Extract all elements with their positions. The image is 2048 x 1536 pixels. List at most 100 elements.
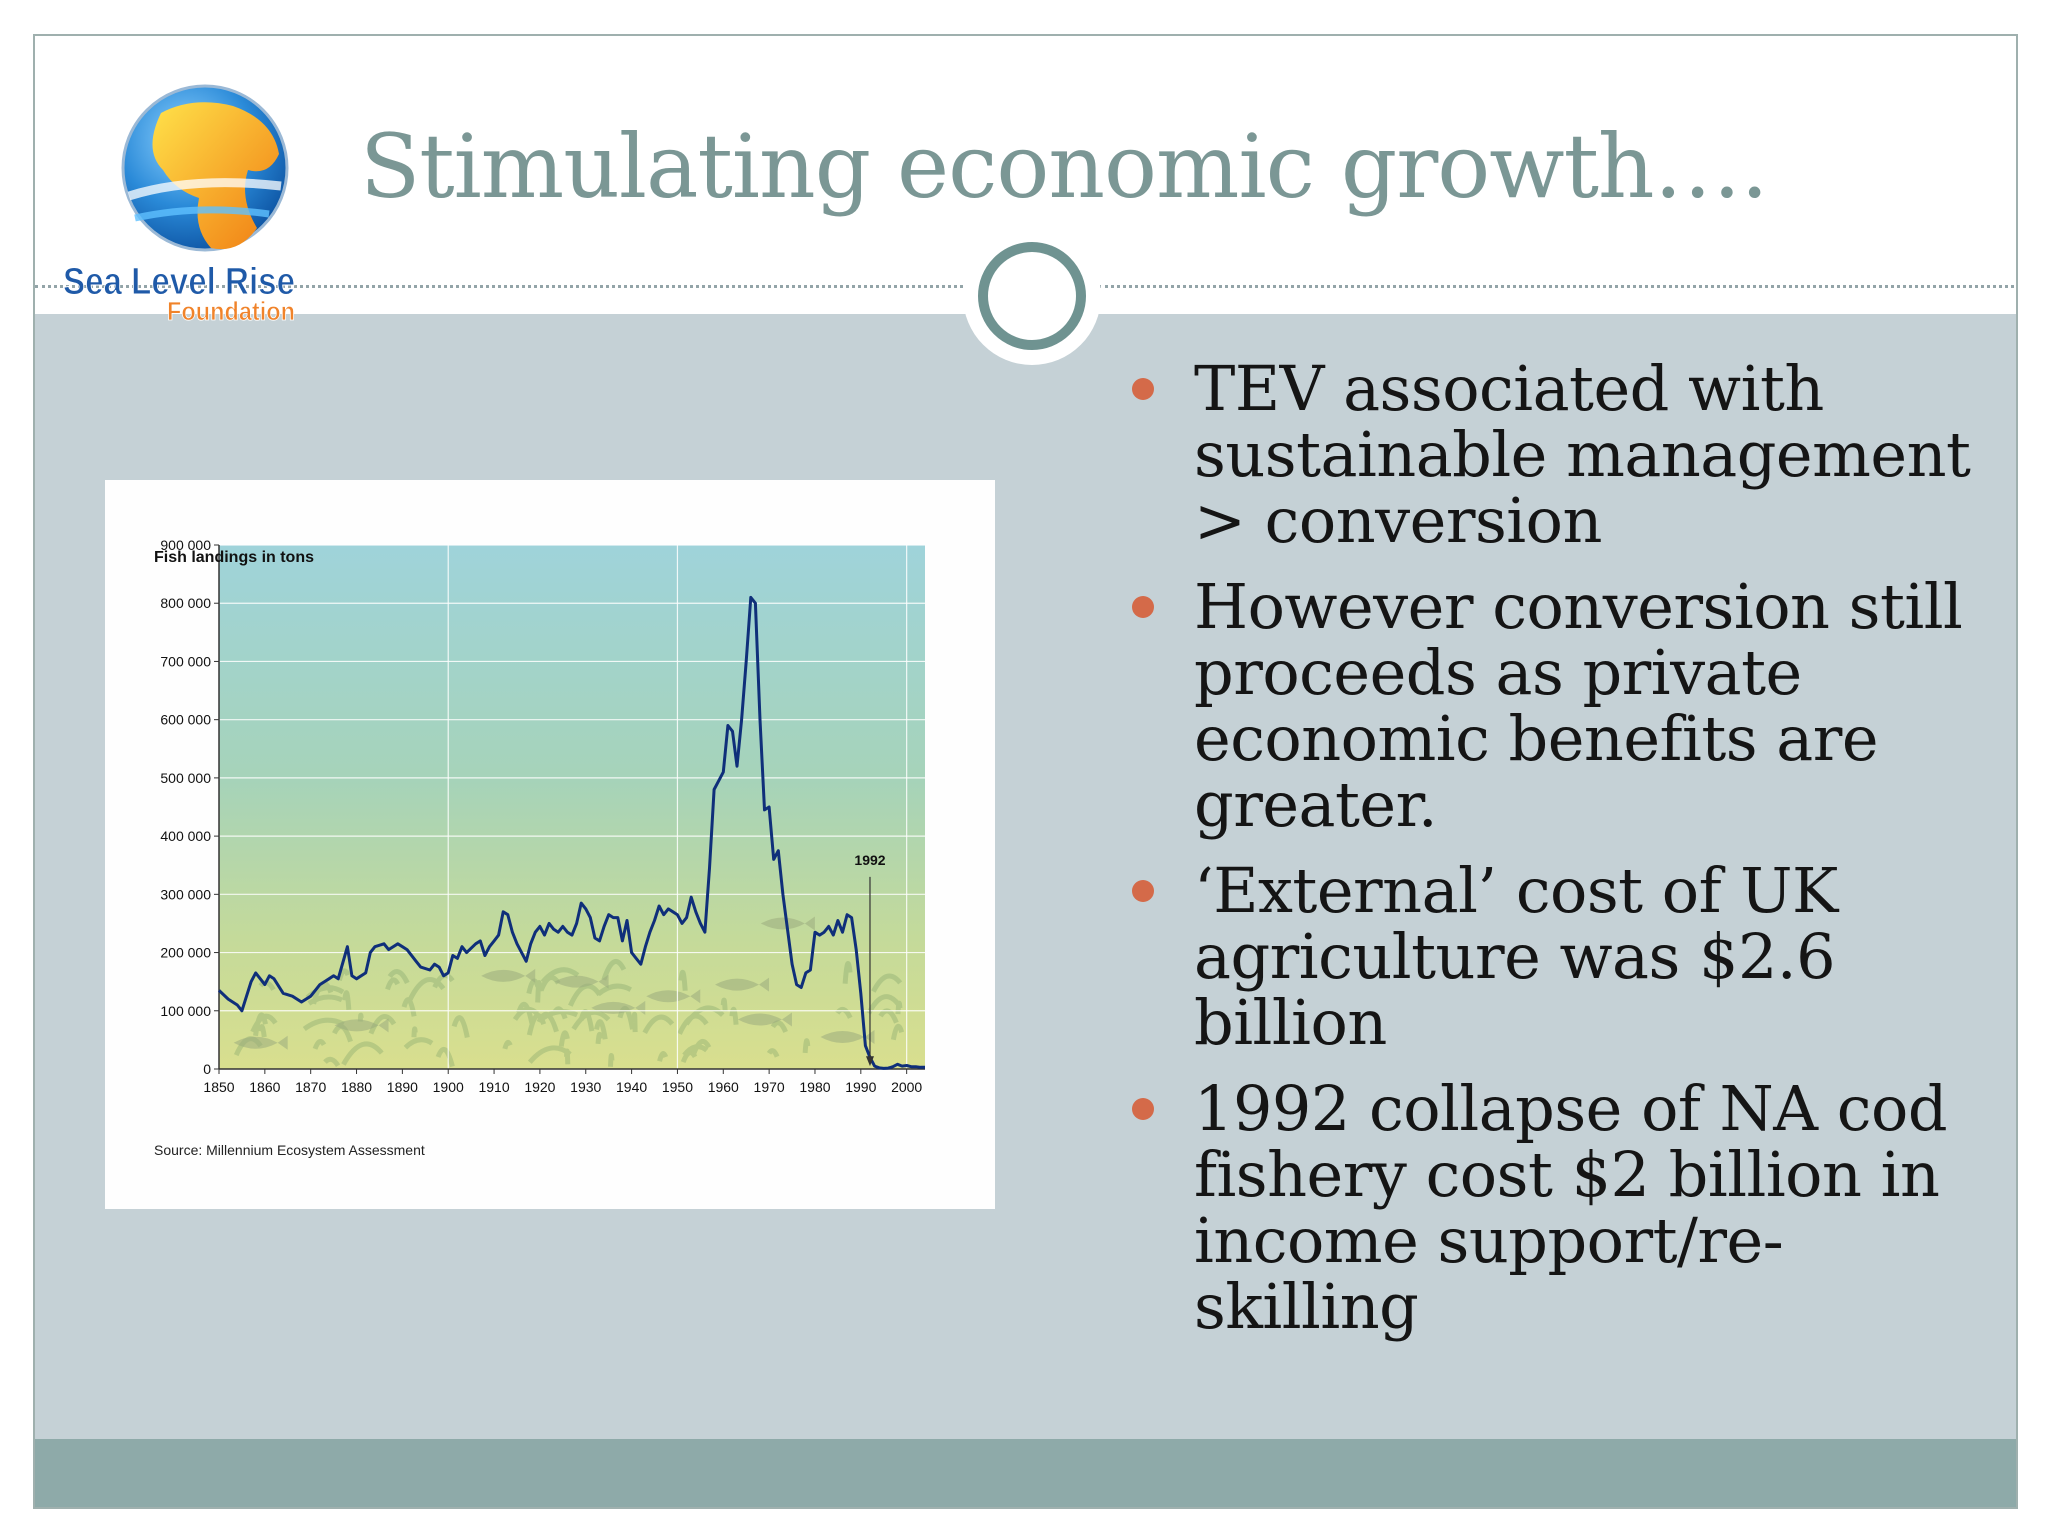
seaweed-stroke <box>871 973 903 993</box>
seaweed-stroke <box>631 1011 638 1033</box>
seaweed-stroke <box>342 990 352 1010</box>
seaweed-stroke <box>253 1012 268 1037</box>
seaweed-stroke <box>307 994 343 1006</box>
chart-card: 0 100 000 200 000 300 000 400 000 500 000 600 … <box>105 480 995 1209</box>
seaweed-stroke <box>512 1006 540 1021</box>
chart-source: Source: Millennium Ecosystem Assessment <box>154 1142 425 1158</box>
seaweed-stroke <box>593 1019 608 1040</box>
seaweed-stroke <box>770 1020 788 1033</box>
seaweed-stroke <box>535 980 543 1003</box>
x-tick-label: 1890 <box>387 1079 418 1095</box>
grid <box>219 544 925 1069</box>
x-tick-label: 1960 <box>708 1079 739 1095</box>
seaweed-stroke <box>571 1009 611 1031</box>
fish-shape <box>646 989 701 1004</box>
bullet-text: ‘External’ cost of UK agriculture was $2… <box>1194 854 1838 1059</box>
y-tick-label: 200 000 <box>160 945 211 961</box>
bullet-item: 1992 collapse of NA cod fishery cost $2 … <box>1090 1076 1990 1340</box>
seaweed-stroke <box>257 1024 267 1038</box>
x-tick-label: 1980 <box>799 1079 830 1095</box>
seaweed-stroke <box>250 1013 278 1033</box>
chart-title: Fish landings in tons <box>154 549 314 566</box>
x-tick-label: 1850 <box>203 1079 234 1095</box>
logo-line1: Sea Level Rise <box>63 261 295 303</box>
bullet-dot <box>1132 880 1154 902</box>
seaweed-stroke <box>595 1031 604 1045</box>
seaweed-stroke <box>684 1005 725 1026</box>
fish-shape <box>737 1012 792 1027</box>
x-tick-label: 1910 <box>478 1079 509 1095</box>
seaweed-stroke <box>403 1037 434 1050</box>
seaweed-stroke <box>411 1026 418 1038</box>
seaweed-stroke <box>536 1011 559 1033</box>
fish-shape <box>820 1029 875 1044</box>
bullet-dot <box>1132 1098 1154 1120</box>
logo: Sea Level Rise Foundation <box>63 84 296 326</box>
x-tick-label: 1860 <box>249 1079 280 1095</box>
seaweed-stroke <box>657 1051 669 1062</box>
seaweed-stroke <box>527 1045 572 1064</box>
seaweed-stroke <box>766 1048 780 1058</box>
seaweed-stroke <box>368 1014 397 1035</box>
axes <box>218 545 925 1070</box>
bullet-text: However conversion still proceeds as pri… <box>1194 570 1963 841</box>
x-tick-label: 1940 <box>616 1079 647 1095</box>
seaweed-stroke <box>802 1038 811 1054</box>
x-tick-label: 1990 <box>845 1079 876 1095</box>
seaweed-stroke <box>540 967 580 984</box>
seaweed-stroke <box>642 1014 675 1035</box>
y-tick-label: 300 000 <box>160 886 211 902</box>
bullet-item: However conversion still proceeds as pri… <box>1090 574 1990 838</box>
annotation-label: 1992 <box>854 852 885 868</box>
series-group <box>217 595 925 1070</box>
seaweed-stroke <box>385 977 400 991</box>
seaweed-stroke <box>680 1050 698 1064</box>
bullet-dot <box>1132 378 1154 400</box>
header-divider-right <box>1098 285 2016 288</box>
seaweed-stroke <box>578 1009 595 1032</box>
header-divider-left <box>35 285 970 288</box>
x-tick-label: 1870 <box>295 1079 326 1095</box>
seaweed-stroke <box>842 961 853 984</box>
bullet-dot <box>1132 596 1154 618</box>
x-tick-label: 1880 <box>341 1079 372 1095</box>
x-tick-label: 1920 <box>524 1079 555 1095</box>
seaweed-stroke <box>502 1039 513 1050</box>
seaweed-stroke <box>539 1009 579 1022</box>
series-line <box>217 595 925 1070</box>
y-tick-label: 800 000 <box>160 595 211 611</box>
fish-shape <box>233 1035 288 1050</box>
y-tick-label: 500 000 <box>160 770 211 786</box>
seaweed-stroke <box>608 1052 615 1067</box>
seaweed-stroke <box>551 1006 568 1020</box>
y-tick-label: 400 000 <box>160 828 211 844</box>
fish-shape <box>554 974 609 989</box>
fish-shape <box>481 968 536 983</box>
annotation-group: 1992 <box>854 852 886 1067</box>
seaweed-stroke <box>678 969 688 991</box>
divider-ring <box>963 227 1101 365</box>
seaweed-stroke <box>596 983 633 997</box>
seaweed-stroke <box>526 1012 547 1036</box>
y-ticks: 0 100 000 200 000 300 000 400 000 500 000 600 … <box>160 537 219 1077</box>
x-tick-label: 1900 <box>433 1079 464 1095</box>
seaweed-stroke <box>558 1030 570 1047</box>
seaweed-stroke <box>720 997 728 1012</box>
globe-icon <box>121 84 289 252</box>
bullet-text: TEV associated with sustainable manageme… <box>1194 352 1971 557</box>
footer-band <box>35 1439 2016 1507</box>
y-tick-label: 900 000 <box>160 537 211 553</box>
y-tick-label: 100 000 <box>160 1003 211 1019</box>
seaweed-stroke <box>564 1048 571 1065</box>
slide-title: Stimulating economic growth…. <box>360 115 1769 218</box>
annotation-arrow-head <box>865 1056 874 1067</box>
x-tick-label: 1970 <box>754 1079 785 1095</box>
seaweed-stroke <box>336 968 351 981</box>
fish-landings-chart: 0 100 000 200 000 300 000 400 000 500 000 600 … <box>154 537 925 1158</box>
seaweed-stroke <box>895 1000 903 1015</box>
seaweed-stroke <box>677 1013 709 1035</box>
seaweed-stroke <box>890 1023 905 1041</box>
fish-shape <box>715 977 770 992</box>
seaweed-stroke <box>312 1039 327 1050</box>
seaweed-stroke <box>729 1006 739 1025</box>
